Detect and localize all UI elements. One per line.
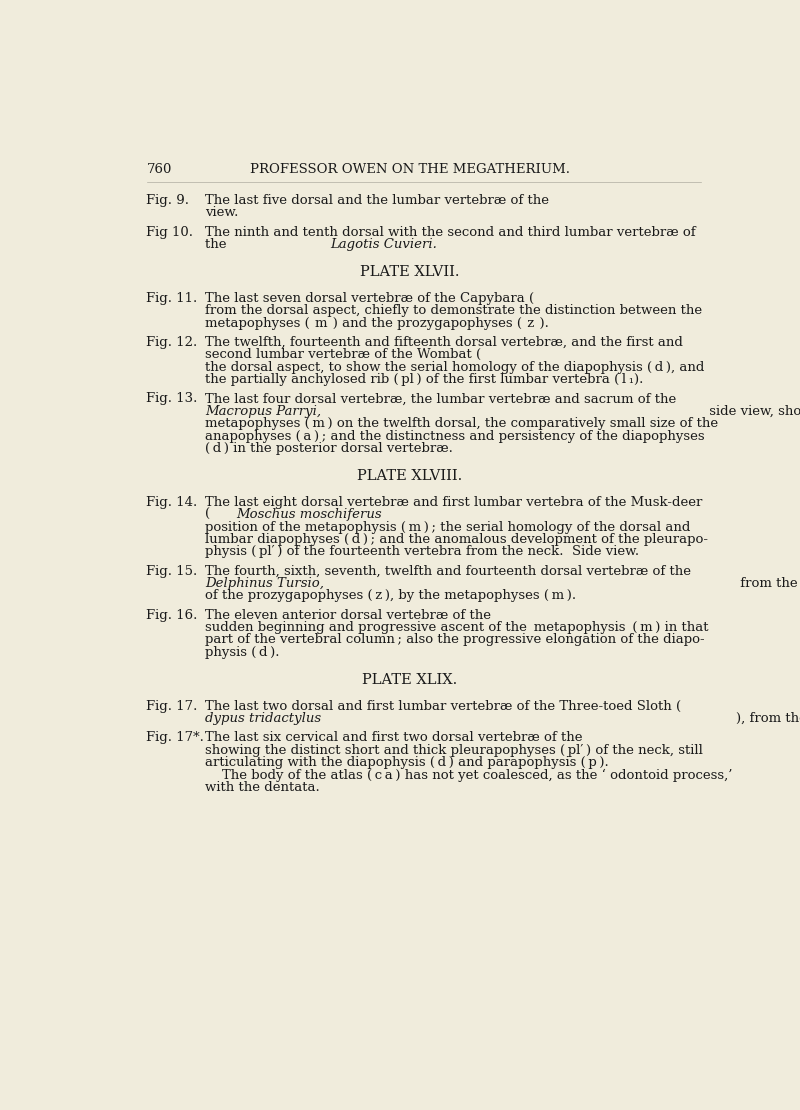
Text: anapophyses ( a ) ; and the distinctness and persistency of the diapophyses: anapophyses ( a ) ; and the distinctness… — [206, 430, 705, 443]
Text: Fig. 11.: Fig. 11. — [146, 292, 198, 305]
Text: Fig. 17*.: Fig. 17*. — [146, 731, 204, 745]
Text: The last seven dorsal vertebræ of the Capybara (: The last seven dorsal vertebræ of the Ca… — [206, 292, 534, 305]
Text: lumbar diapophyses ( d ) ; and the anomalous development of the pleurapo-: lumbar diapophyses ( d ) ; and the anoma… — [206, 533, 709, 546]
Text: The eleven anterior dorsal vertebræ of the: The eleven anterior dorsal vertebræ of t… — [206, 608, 496, 622]
Text: Fig. 15.: Fig. 15. — [146, 565, 198, 577]
Text: PROFESSOR OWEN ON THE MEGATHERIUM.: PROFESSOR OWEN ON THE MEGATHERIUM. — [250, 163, 570, 176]
Text: view.: view. — [206, 206, 238, 220]
Text: Fig. 13.: Fig. 13. — [146, 393, 198, 405]
Text: position of the metapophysis ( m ) ; the serial homology of the dorsal and: position of the metapophysis ( m ) ; the… — [206, 521, 690, 534]
Text: The fourth, sixth, seventh, twelfth and fourteenth dorsal vertebræ of the: The fourth, sixth, seventh, twelfth and … — [206, 565, 691, 577]
Text: PLATE XLVII.: PLATE XLVII. — [360, 265, 460, 279]
Text: The body of the atlas ( c a ) has not yet coalesced, as the ‘ odontoid process,’: The body of the atlas ( c a ) has not ye… — [206, 768, 733, 781]
Text: The last two dorsal and first lumbar vertebræ of the Three-toed Sloth (: The last two dorsal and first lumbar ver… — [206, 699, 682, 713]
Text: The last four dorsal vertebræ, the lumbar vertebræ and sacrum of the: The last four dorsal vertebræ, the lumba… — [206, 393, 677, 405]
Text: ( d ) in the posterior dorsal vertebræ.: ( d ) in the posterior dorsal vertebræ. — [206, 442, 454, 455]
Text: Fig. 14.: Fig. 14. — [146, 496, 198, 508]
Text: (: ( — [206, 508, 210, 522]
Text: the dorsal aspect, to show the serial homology of the diapophysis ( d ), and: the dorsal aspect, to show the serial ho… — [206, 361, 705, 374]
Text: The last five dorsal and the lumbar vertebræ of the: The last five dorsal and the lumbar vert… — [206, 194, 554, 208]
Text: 760: 760 — [146, 163, 172, 176]
Text: Delphinus Tursio,: Delphinus Tursio, — [206, 577, 325, 591]
Text: Fig. 16.: Fig. 16. — [146, 608, 198, 622]
Text: second lumbar vertebræ of the Wombat (: second lumbar vertebræ of the Wombat ( — [206, 349, 482, 362]
Text: of the prozygapophyses ( z ), by the metapophyses ( m ).: of the prozygapophyses ( z ), by the met… — [206, 589, 577, 603]
Text: the partially anchylosed rib ( pl ) of the first lumbar vertebra ( l ₁).: the partially anchylosed rib ( pl ) of t… — [206, 373, 644, 386]
Text: physis ( d ).: physis ( d ). — [206, 646, 280, 659]
Text: from the dorsal aspect, showing the gradual supercession: from the dorsal aspect, showing the grad… — [736, 577, 800, 591]
Text: side view, showing the abrupt commencement of the: side view, showing the abrupt commenceme… — [705, 405, 800, 417]
Text: dypus tridactylus: dypus tridactylus — [206, 712, 322, 725]
Text: Moschus moschiferus: Moschus moschiferus — [237, 508, 382, 522]
Text: PLATE XLIX.: PLATE XLIX. — [362, 673, 458, 687]
Text: Macropus Parryi,: Macropus Parryi, — [206, 405, 322, 417]
Text: sudden beginning and progressive ascent of the  metapophysis  ( m ) in that: sudden beginning and progressive ascent … — [206, 620, 709, 634]
Text: metapophyses ( m ) on the twelfth dorsal, the comparatively small size of the: metapophyses ( m ) on the twelfth dorsal… — [206, 417, 718, 431]
Text: from the dorsal aspect, chiefly to demonstrate the distinction between the: from the dorsal aspect, chiefly to demon… — [206, 304, 702, 317]
Text: part of the vertebral column ; also the progressive elongation of the diapo-: part of the vertebral column ; also the … — [206, 634, 705, 646]
Text: physis ( pl′ ) of the fourteenth vertebra from the neck.  Side view.: physis ( pl′ ) of the fourteenth vertebr… — [206, 545, 639, 558]
Text: metapophyses (  m  ) and the prozygapophyses (  z  ).: metapophyses ( m ) and the prozygapophys… — [206, 316, 550, 330]
Text: The twelfth, fourteenth and fifteenth dorsal vertebræ, and the first and: The twelfth, fourteenth and fifteenth do… — [206, 336, 683, 349]
Text: The last six cervical and first two dorsal vertebræ of the: The last six cervical and first two dors… — [206, 731, 587, 745]
Text: Fig. 12.: Fig. 12. — [146, 336, 198, 349]
Text: showing the distinct short and thick pleurapophyses ( pl′ ) of the neck, still: showing the distinct short and thick ple… — [206, 744, 703, 757]
Text: ), from the dorsal aspect.: ), from the dorsal aspect. — [736, 712, 800, 725]
Text: PLATE XLVIII.: PLATE XLVIII. — [358, 468, 462, 483]
Text: Fig. 17.: Fig. 17. — [146, 699, 198, 713]
Text: with the dentata.: with the dentata. — [206, 780, 320, 794]
Text: The last eight dorsal vertebræ and first lumbar vertebra of the Musk-deer: The last eight dorsal vertebræ and first… — [206, 496, 702, 508]
Text: The ninth and tenth dorsal with the second and third lumbar vertebræ of: The ninth and tenth dorsal with the seco… — [206, 225, 696, 239]
Text: Fig 10.: Fig 10. — [146, 225, 194, 239]
Text: Lagotis Cuvieri.: Lagotis Cuvieri. — [330, 239, 437, 251]
Text: the: the — [206, 239, 231, 251]
Text: Fig. 9.: Fig. 9. — [146, 194, 190, 208]
Text: articulating with the diapophysis ( d ) and parapophysis ( p ).: articulating with the diapophysis ( d ) … — [206, 756, 609, 769]
